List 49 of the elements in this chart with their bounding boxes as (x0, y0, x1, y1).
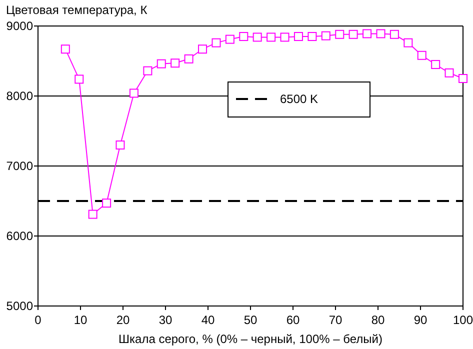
point (294, 32, 303, 41)
point (184, 54, 194, 64)
y-axis-title: Цветовая температура, К (6, 3, 148, 17)
point (321, 31, 330, 40)
x-tick-label: 70 (328, 313, 342, 327)
x-tick-label: 30 (158, 313, 172, 327)
point (280, 32, 290, 42)
point (252, 32, 262, 42)
x-tick-label: 100 (452, 313, 473, 327)
point (362, 29, 372, 38)
point (198, 44, 208, 54)
x-tick-label: 60 (286, 313, 300, 327)
y-tick-label: 7000 (6, 159, 34, 173)
point (431, 60, 440, 69)
y-tick-label: 5000 (6, 299, 34, 313)
point (156, 59, 166, 68)
legend-label: 6500 K (280, 92, 318, 106)
point (266, 32, 276, 42)
point (376, 29, 386, 38)
x-tick-label: 50 (244, 313, 258, 327)
y-tick-label: 8000 (6, 89, 34, 103)
point (225, 34, 234, 44)
x-tick-label: 20 (116, 313, 130, 327)
point (116, 140, 125, 150)
point (404, 38, 413, 48)
x-tick-label: 0 (34, 313, 42, 327)
point (444, 68, 454, 78)
point (239, 32, 248, 41)
x-tick-label: 10 (74, 313, 88, 327)
point (458, 74, 468, 83)
point (143, 66, 152, 76)
point (212, 38, 221, 48)
point (390, 30, 399, 39)
x-axis-title: Шкала серого, % (0% – черный, 100% – белый) (118, 332, 382, 346)
point (335, 30, 344, 39)
point (102, 198, 112, 208)
point (60, 44, 70, 54)
point (417, 50, 426, 60)
point (348, 30, 358, 39)
y-tick-label: 9000 (6, 19, 34, 33)
point (88, 210, 98, 219)
point (129, 88, 138, 98)
x-tick-label: 40 (201, 313, 215, 327)
point (74, 74, 84, 84)
point (170, 58, 180, 68)
point (308, 32, 317, 41)
y-tick-label: 6000 (6, 229, 34, 243)
x-tick-label: 90 (414, 313, 428, 327)
x-tick-label: 80 (371, 313, 385, 327)
